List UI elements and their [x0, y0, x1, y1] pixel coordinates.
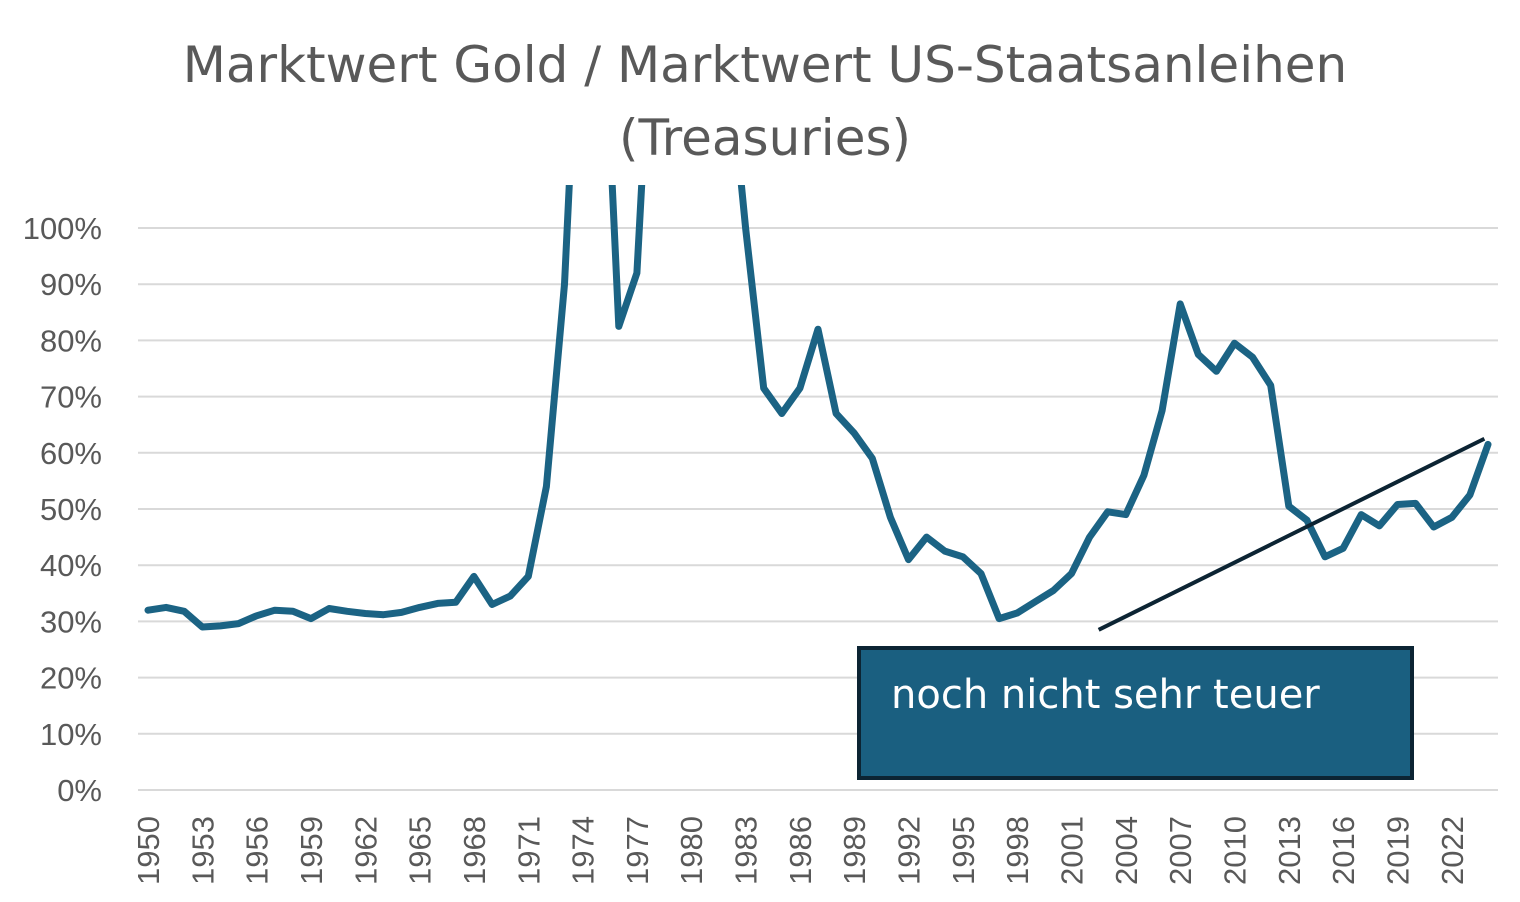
x-tick-label: 2004 [1109, 816, 1144, 885]
x-tick-label: 1968 [457, 816, 492, 885]
x-tick-label: 2010 [1217, 816, 1252, 885]
chart-title-line-1: Marktwert Gold / Marktwert US-Staatsanle… [183, 36, 1347, 94]
x-tick-label: 1965 [403, 816, 438, 885]
y-tick-label: 90% [40, 267, 102, 302]
annotation-box [857, 646, 1414, 780]
x-tick-label: 1980 [674, 816, 709, 885]
x-tick-label: 2022 [1435, 816, 1470, 885]
x-tick-label: 2001 [1055, 816, 1090, 885]
y-tick-label: 10% [40, 717, 102, 752]
annotations: noch nicht sehr teuer [857, 436, 1486, 780]
y-tick-label: 0% [57, 773, 102, 808]
chart-title-line-2: (Treasuries) [619, 109, 911, 167]
x-tick-label: 2019 [1380, 816, 1415, 885]
y-axis-ticks: 0% 10% 20% 30% 40% 50% 60% 70% 80% 90% 100% [23, 211, 102, 808]
y-tick-label: 100% [23, 211, 102, 246]
x-tick-label: 1983 [729, 816, 764, 885]
x-tick-label: 1998 [1000, 816, 1035, 885]
x-tick-label: 1959 [294, 816, 329, 885]
x-tick-label: 1953 [185, 816, 220, 885]
x-tick-label: 1950 [131, 816, 166, 885]
trend-line [1097, 436, 1486, 632]
x-tick-label: 1986 [783, 816, 818, 885]
x-tick-label: 2013 [1272, 816, 1307, 885]
y-tick-label: 20% [40, 661, 102, 696]
y-tick-label: 80% [40, 323, 102, 358]
x-tick-label: 2007 [1163, 816, 1198, 885]
series-line [144, 185, 1492, 631]
y-tick-label: 30% [40, 604, 102, 639]
x-tick-label: 1977 [620, 816, 655, 885]
series-group [144, 185, 1492, 631]
x-axis-ticks: 1950 1953 1956 1959 1962 1965 1968 1971 1974 1977… [131, 816, 1470, 885]
x-tick-label: 2016 [1326, 816, 1361, 885]
x-tick-label: 1962 [348, 816, 383, 885]
y-tick-label: 60% [40, 436, 102, 471]
x-tick-label: 1971 [511, 816, 546, 885]
annotation-text: noch nicht sehr teuer [891, 672, 1320, 718]
y-tick-label: 70% [40, 380, 102, 415]
chart-title: Marktwert Gold / Marktwert US-Staatsanle… [183, 36, 1347, 167]
x-tick-label: 1995 [946, 816, 981, 885]
x-tick-label: 1956 [240, 816, 275, 885]
x-tick-label: 1974 [566, 816, 601, 885]
y-tick-label: 50% [40, 492, 102, 527]
x-tick-label: 1992 [892, 816, 927, 885]
y-tick-label: 40% [40, 548, 102, 583]
x-tick-label: 1989 [837, 816, 872, 885]
